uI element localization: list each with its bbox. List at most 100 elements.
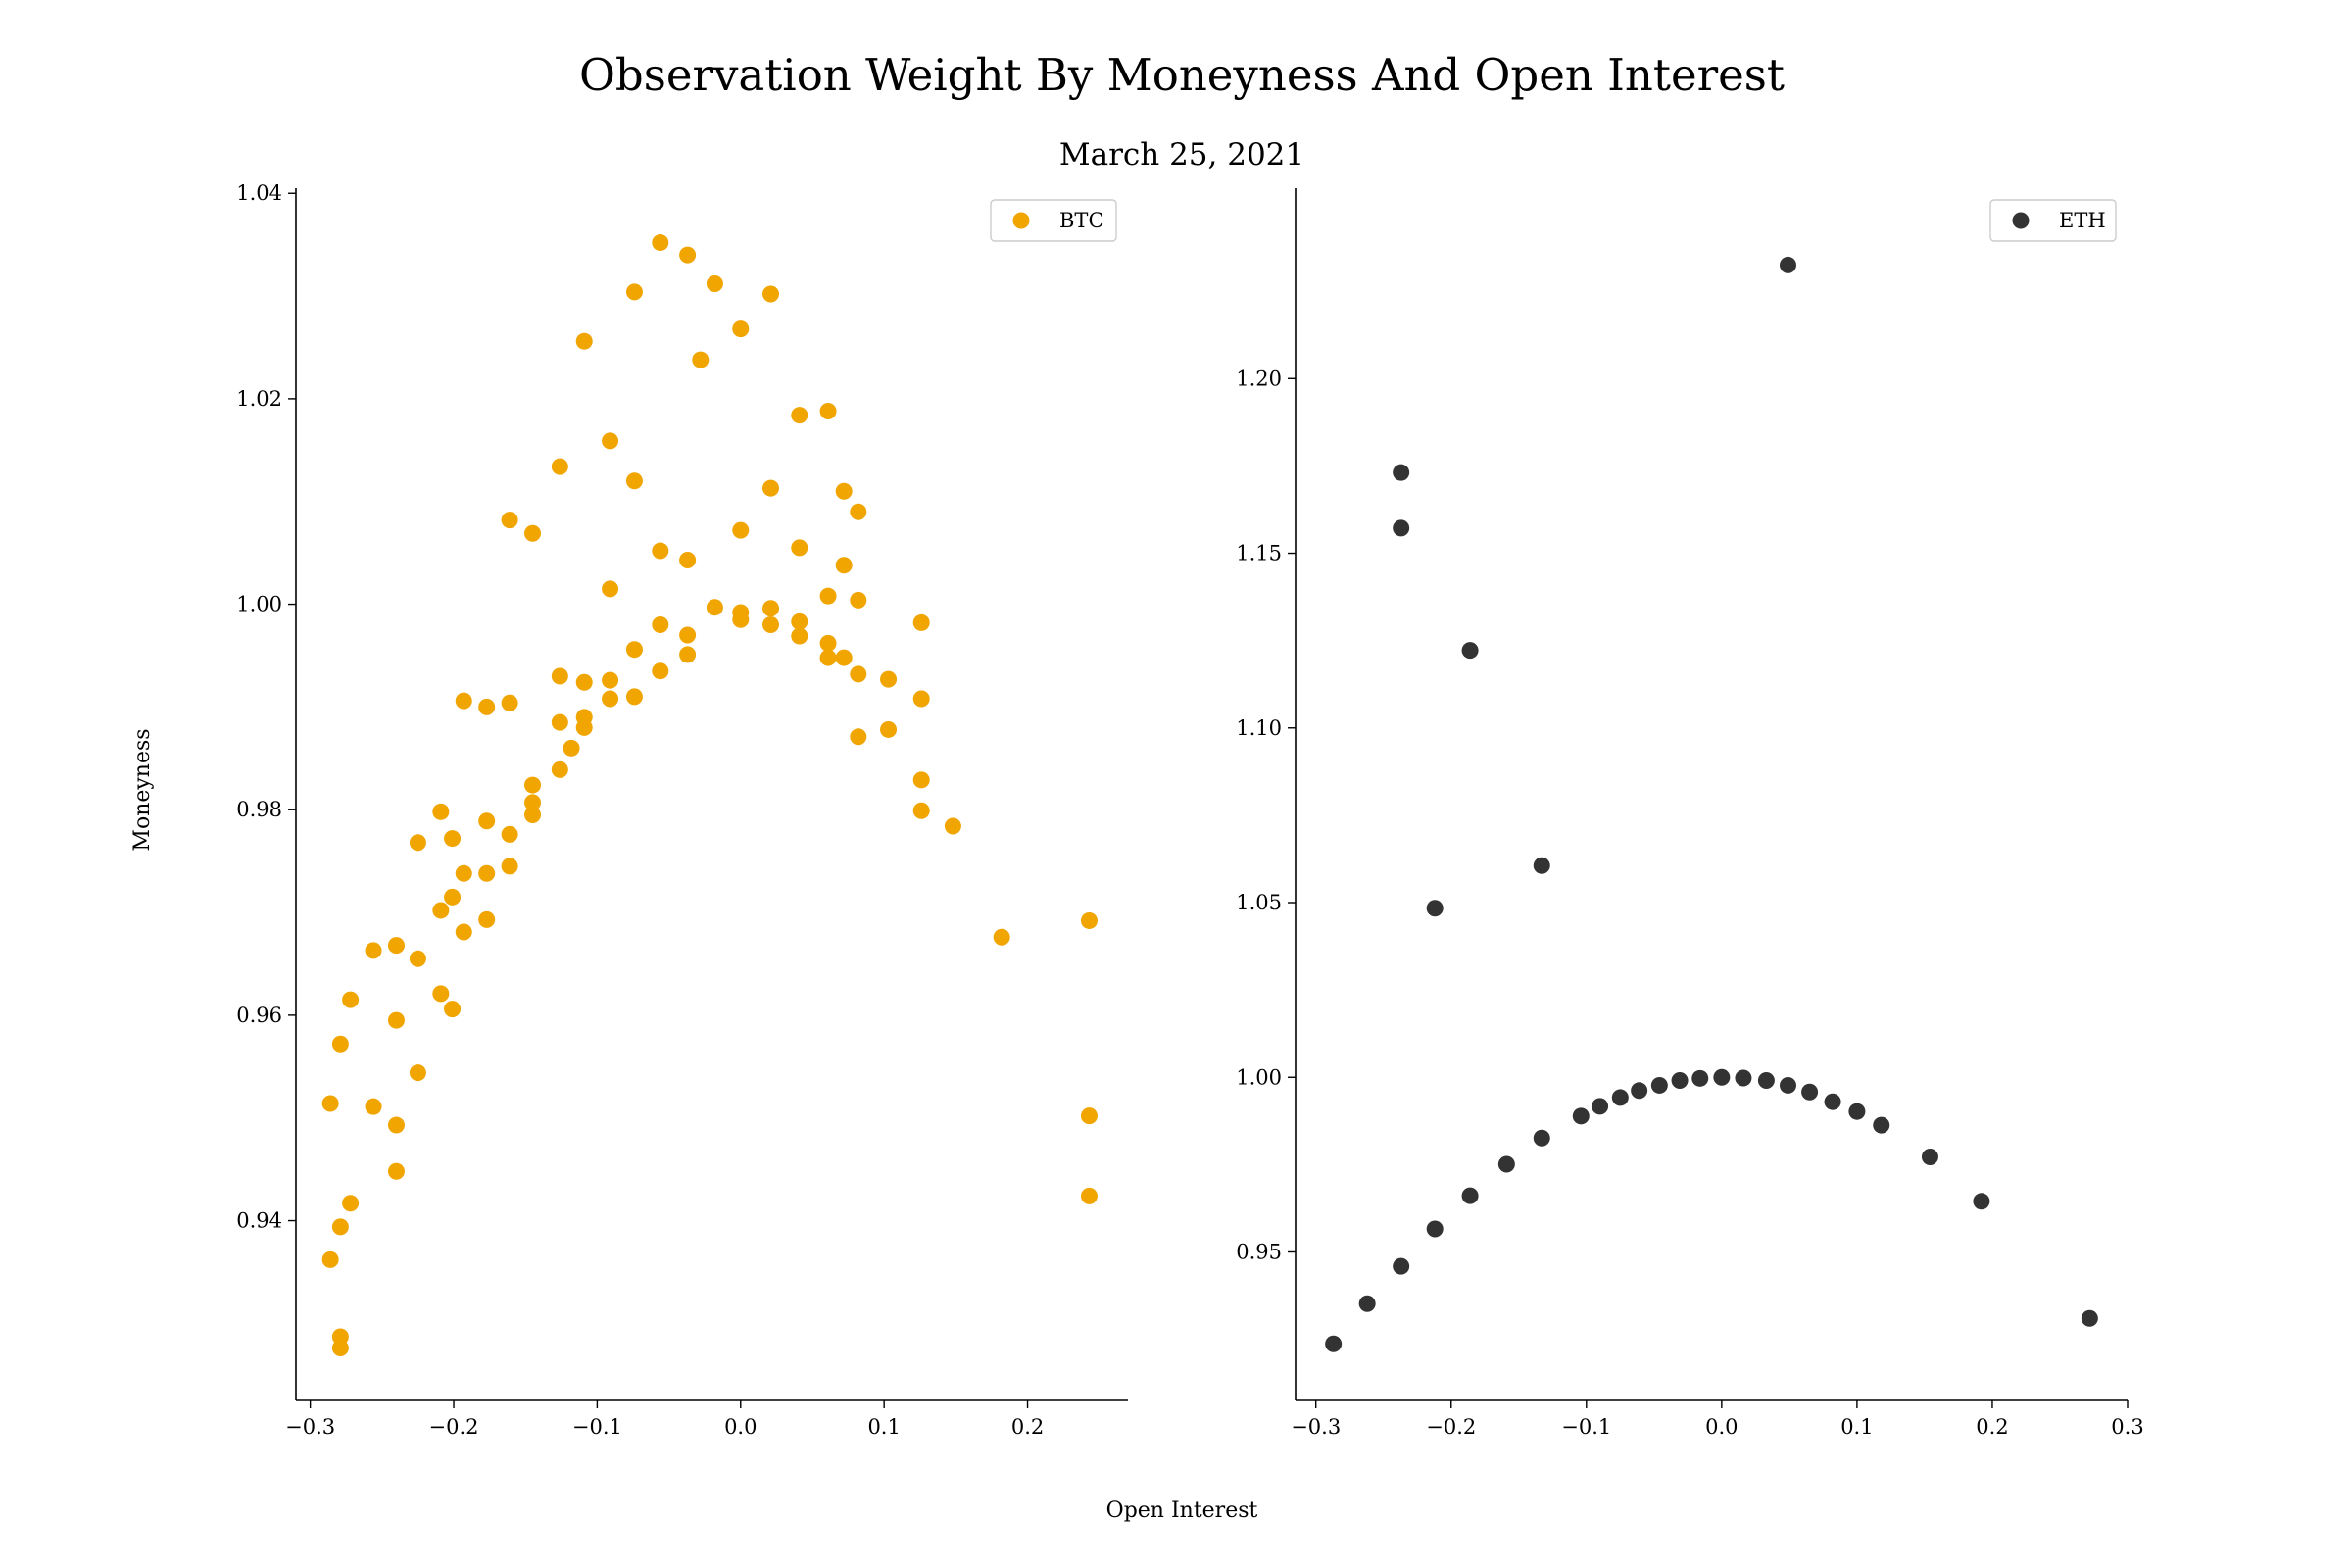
data-point — [1393, 464, 1410, 481]
data-point — [432, 803, 450, 820]
data-point — [762, 285, 780, 303]
data-point — [1611, 1089, 1629, 1106]
data-point — [409, 1064, 426, 1082]
data-point — [2081, 1309, 2098, 1327]
data-point — [524, 794, 542, 811]
data-point — [387, 937, 405, 955]
data-point — [1533, 1129, 1550, 1147]
data-point — [331, 1340, 349, 1357]
data-point — [652, 616, 669, 634]
x-tick-label: −0.3 — [285, 1415, 335, 1439]
data-point — [524, 806, 542, 823]
y-axis-label: Moneyness — [130, 728, 155, 851]
data-point — [791, 539, 808, 557]
data-point — [551, 713, 568, 731]
data-point — [1801, 1083, 1819, 1101]
data-point — [501, 512, 518, 529]
data-point — [409, 834, 426, 852]
legend-marker — [1012, 212, 1030, 229]
y-tick-label: 1.00 — [236, 593, 282, 616]
x-tick-label: 0.2 — [1976, 1415, 2008, 1439]
data-point — [679, 646, 697, 663]
data-point — [1080, 911, 1098, 929]
data-point — [791, 407, 808, 424]
data-point — [679, 246, 697, 264]
data-point — [850, 665, 867, 683]
data-point — [993, 928, 1010, 946]
data-point — [835, 649, 853, 666]
data-point — [706, 274, 723, 292]
data-point — [1572, 1107, 1590, 1125]
x-axis-label: Open Interest — [1106, 1498, 1258, 1523]
data-point — [1779, 256, 1796, 273]
y-tick-label: 0.95 — [1236, 1240, 1282, 1263]
data-point — [409, 950, 426, 967]
data-point — [387, 1162, 405, 1180]
data-point — [652, 542, 669, 560]
data-point — [912, 613, 930, 631]
data-point — [1497, 1155, 1515, 1173]
figure-subtitle: March 25, 2021 — [1059, 137, 1304, 172]
data-point — [880, 720, 898, 738]
data-point — [791, 627, 808, 645]
data-point — [478, 812, 496, 830]
data-point — [501, 694, 518, 711]
data-point — [575, 332, 593, 350]
data-point — [1533, 857, 1550, 874]
data-point — [342, 991, 360, 1008]
data-point — [501, 825, 518, 843]
x-tick-label: 0.2 — [1011, 1415, 1044, 1439]
y-tick-label: 1.20 — [1236, 367, 1282, 390]
data-point — [602, 671, 619, 689]
y-tick-label: 0.94 — [236, 1209, 282, 1233]
legend-marker — [2012, 212, 2030, 229]
x-tick-label: −0.1 — [1561, 1415, 1611, 1439]
legend-label: BTC — [1059, 209, 1104, 232]
y-tick-label: 1.05 — [1236, 891, 1282, 914]
data-point — [387, 1116, 405, 1134]
y-tick-label: 1.10 — [1236, 716, 1282, 740]
legend: ETH — [1989, 199, 2117, 242]
data-point — [850, 503, 867, 520]
data-point — [1426, 1220, 1444, 1238]
data-point — [762, 616, 780, 634]
data-point — [850, 591, 867, 609]
data-point — [706, 599, 723, 616]
data-point — [551, 458, 568, 475]
data-point — [602, 432, 619, 450]
data-point — [331, 1035, 349, 1053]
data-point — [478, 864, 496, 882]
legend-frame — [1989, 199, 2117, 242]
x-tick-label: 0.1 — [867, 1415, 900, 1439]
data-point — [444, 830, 462, 848]
data-point — [850, 728, 867, 746]
eth-scatter-panel: −0.3 −0.2 −0.1 0.0 0.1 0.2 0.3 0.95 1.00 1.05 1.10… — [1236, 188, 2144, 1439]
data-point — [1779, 1076, 1796, 1094]
data-point — [524, 776, 542, 794]
data-point — [1691, 1069, 1709, 1087]
data-point — [835, 482, 853, 500]
data-point — [1358, 1295, 1376, 1312]
data-point — [1921, 1149, 1938, 1166]
data-point — [575, 673, 593, 691]
data-point — [732, 320, 750, 338]
figure-title: Observation Weight By Moneyness And Open… — [579, 49, 1785, 101]
data-point — [880, 670, 898, 688]
data-point — [1757, 1071, 1775, 1089]
data-point — [1848, 1102, 1866, 1120]
data-point — [819, 402, 837, 419]
series-btc — [321, 234, 1098, 1357]
data-point — [331, 1218, 349, 1236]
data-point — [1631, 1082, 1648, 1100]
x-tick-label: 0.1 — [1840, 1415, 1873, 1439]
data-point — [652, 662, 669, 680]
data-point — [1393, 519, 1410, 537]
data-point — [321, 1250, 339, 1268]
data-point — [912, 802, 930, 819]
data-point — [1650, 1076, 1668, 1094]
data-point — [912, 690, 930, 708]
data-point — [692, 351, 710, 368]
data-point — [652, 234, 669, 252]
data-point — [732, 611, 750, 628]
